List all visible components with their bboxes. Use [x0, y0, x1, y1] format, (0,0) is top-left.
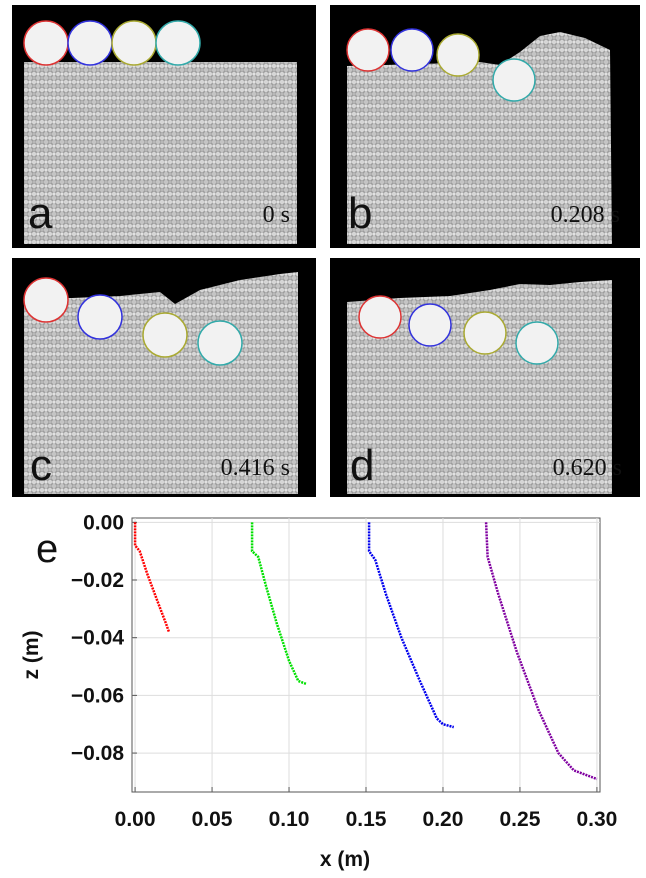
panel-b: b 0.208 s: [330, 5, 640, 248]
panel-letter: c: [30, 441, 52, 490]
y-tick-label: −0.06: [71, 684, 124, 707]
x-tick-label: 0.25: [500, 808, 541, 831]
panel-a: a 0 s: [12, 5, 316, 248]
trajectory: [367, 522, 455, 729]
y-tick-label: −0.02: [71, 569, 124, 592]
y-axis-title: z (m): [20, 631, 43, 680]
panel-time: 0.416 s: [221, 455, 290, 481]
panel-letter: e: [36, 527, 58, 571]
trajectory: [484, 522, 598, 781]
x-tick-label: 0.00: [115, 808, 156, 831]
x-tick-label: 0.15: [346, 808, 387, 831]
panel-c: c 0.416 s: [12, 258, 316, 497]
x-tick-label: 0.30: [576, 808, 617, 831]
x-tick-label: 0.10: [269, 808, 310, 831]
panel-letter: a: [28, 189, 53, 238]
panel-time: 0 s: [263, 202, 290, 228]
panel-letter: b: [348, 189, 372, 238]
panel-time: 0.620 s: [553, 455, 622, 481]
trajectory: [250, 522, 307, 686]
trajectory: [133, 522, 171, 633]
x-axis-title: x (m): [320, 848, 370, 871]
y-tick-label: 0.00: [83, 511, 124, 534]
panel-d: d 0.620 s: [330, 258, 640, 497]
panel-time: 0.208 s: [551, 202, 620, 228]
x-tick-label: 0.05: [192, 808, 233, 831]
panel-letter: d: [350, 441, 374, 490]
y-tick-label: −0.04: [71, 627, 124, 650]
y-tick-label: −0.08: [71, 742, 124, 765]
x-tick-label: 0.20: [423, 808, 464, 831]
